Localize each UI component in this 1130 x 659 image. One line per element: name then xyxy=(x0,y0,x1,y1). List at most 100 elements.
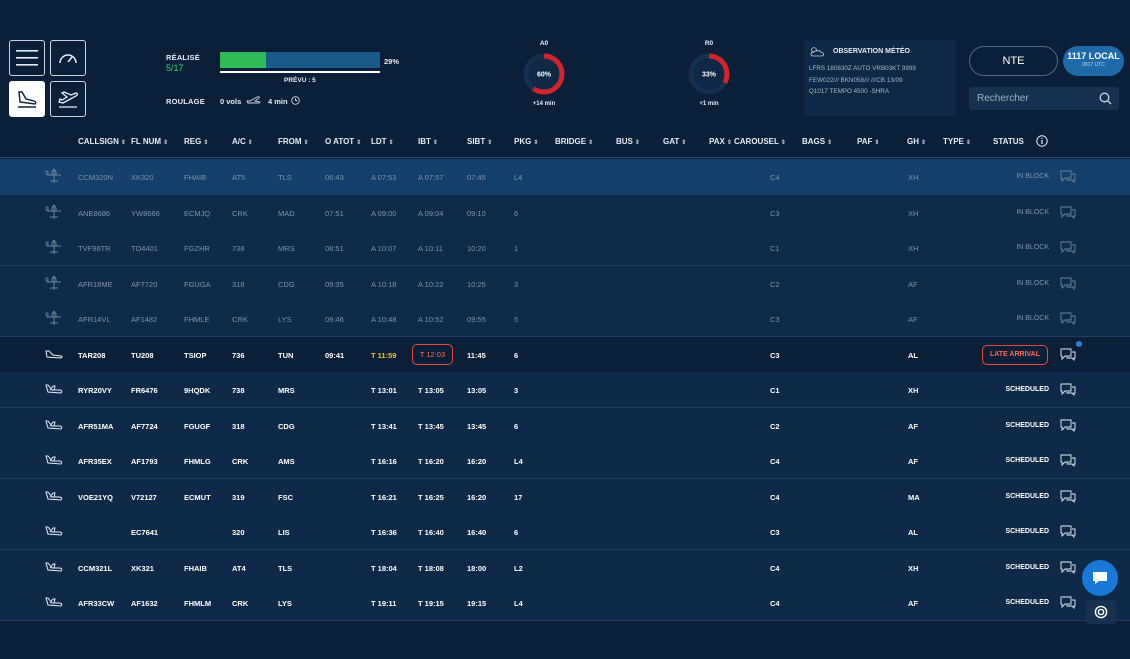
col-header-status[interactable]: STATUS xyxy=(993,137,1024,146)
plane-inbound-icon xyxy=(45,491,63,501)
cell-sibt: 07:45 xyxy=(467,173,486,182)
col-header-sibt[interactable]: SIBT ⇕ xyxy=(467,137,493,146)
plane-landing-icon xyxy=(18,91,37,108)
cell-ac: CRK xyxy=(232,457,249,466)
cell-ldt: A 09:00 xyxy=(371,208,397,218)
cell-carousel: C4 xyxy=(770,492,780,502)
comment-icon[interactable] xyxy=(1060,312,1076,325)
progress-baseline xyxy=(220,71,380,73)
help-button[interactable] xyxy=(1086,600,1116,624)
col-header-paf[interactable]: PAF ⇕ xyxy=(857,137,880,146)
table-row[interactable]: AFR14VL AF1482 FHMLE CRK LYS 09:46 A 10:48 A 10… xyxy=(0,301,1130,337)
col-header-carousel[interactable]: CAROUSEL ⇕ xyxy=(734,137,786,146)
col-header-bridge[interactable]: BRIDGE ⇕ xyxy=(555,137,594,146)
cell-gh: AF xyxy=(908,599,918,608)
col-header-ldt[interactable]: LDT ⇕ xyxy=(371,137,394,146)
search-input[interactable] xyxy=(977,93,1089,104)
cell-carousel: C3 xyxy=(770,350,780,360)
cell-ibt: A 09:04 xyxy=(418,208,444,218)
table-row[interactable]: EC7641 320 LIS T 16:36 T 16:40 16:40 6 C3 AL SCHE… xyxy=(0,514,1130,550)
notification-dot xyxy=(1076,340,1082,347)
table-row[interactable]: RYR20VY FR6476 9HQDK 738 MRS T 13:01 T 13:05 13… xyxy=(0,372,1130,408)
cell-ac: 319 xyxy=(232,492,245,502)
cell-ldt: T 13:41 xyxy=(371,421,397,431)
cell-gh: AF xyxy=(908,457,918,466)
comment-icon[interactable] xyxy=(1060,348,1076,361)
cell-ac: AT4 xyxy=(232,563,246,573)
cell-reg: ECMUT xyxy=(184,492,211,502)
comment-icon[interactable] xyxy=(1060,170,1076,183)
col-header-oatot[interactable]: O ATOT ⇕ xyxy=(325,137,362,146)
col-header-pkg[interactable]: PKG ⇕ xyxy=(514,137,539,146)
col-header-flnum[interactable]: FL NUM ⇕ xyxy=(131,137,169,146)
table-row[interactable]: AFR18ME AF7720 FGUGA 318 CDG 09:35 A 10:18 A 10… xyxy=(0,265,1130,302)
plane-parked-icon xyxy=(45,310,61,325)
col-header-reg[interactable]: REG ⇕ xyxy=(184,137,209,146)
comment-icon[interactable] xyxy=(1060,454,1076,467)
arrivals-button[interactable] xyxy=(9,81,45,117)
search-icon[interactable] xyxy=(1099,92,1112,105)
col-header-callsign[interactable]: CALLSIGN ⇕ xyxy=(78,137,126,146)
plane-inbound-icon xyxy=(45,384,63,394)
table-row[interactable]: AFR51MA AF7724 FGUGF 318 CDG T 13:41 T 13:45 13… xyxy=(0,407,1130,444)
cell-gh: AL xyxy=(908,528,918,537)
cell-flnum: XK321 xyxy=(131,563,154,573)
cell-ac: CRK xyxy=(232,315,248,324)
status-text: IN BLOCK xyxy=(1016,173,1049,180)
table-row[interactable]: AFR33CW AF1632 FHMLM CRK LYS T 19:11 T 19:15 19… xyxy=(0,585,1130,621)
col-header-bus[interactable]: BUS ⇕ xyxy=(616,137,640,146)
prevu-label: PRÉVU : 5 xyxy=(284,77,316,84)
plane-parked-icon xyxy=(45,275,61,290)
col-header-gat[interactable]: GAT ⇕ xyxy=(663,137,687,146)
table-row[interactable]: CCM320N XK320 FHAIB AT5 TLS 06:43 A 07:53 A 07:… xyxy=(0,159,1130,195)
airport-selector-button[interactable]: NTE xyxy=(969,46,1058,76)
cell-carousel: C3 xyxy=(770,208,780,218)
time-toggle-button[interactable]: 1117 LOCAL 0917 UTC xyxy=(1063,46,1124,76)
col-header-pax[interactable]: PAX ⇕ xyxy=(709,137,732,146)
comment-icon[interactable] xyxy=(1060,419,1076,432)
plane-inbound-icon xyxy=(45,455,63,465)
gauge-r0-ring: 33% xyxy=(688,53,730,95)
comment-icon[interactable] xyxy=(1060,241,1076,254)
meteo-panel: OBSERVATION MÉTÉO LFRS 180830Z AUTO VRB0… xyxy=(804,40,956,116)
cell-reg: FGZHR xyxy=(184,244,210,253)
table-row[interactable]: VOE21YQ V72127 ECMUT 319 FSC T 16:21 T 16:25 16… xyxy=(0,478,1130,515)
cell-reg: FHAIB xyxy=(184,563,207,573)
comment-icon[interactable] xyxy=(1060,596,1076,609)
col-header-bags[interactable]: BAGS ⇕ xyxy=(802,137,833,146)
table-row[interactable]: AFR35EX AF1793 FHMLG CRK AMS T 16:16 T 16:20 16… xyxy=(0,443,1130,479)
departures-button[interactable] xyxy=(50,81,86,117)
cell-ldt: T 16:16 xyxy=(371,457,397,466)
cell-carousel: C3 xyxy=(770,315,780,324)
table-row[interactable]: TAR208 TU208 TSIOP 736 TUN 09:41 T 11:59 T 12:0… xyxy=(0,336,1130,373)
comment-icon[interactable] xyxy=(1060,383,1076,396)
comment-icon[interactable] xyxy=(1060,525,1076,538)
cell-ldt: T 16:36 xyxy=(371,528,397,537)
comment-icon[interactable] xyxy=(1060,206,1076,219)
cell-from: CDG xyxy=(278,421,295,431)
table-row[interactable]: ANE8686 YW8686 ECMJQ CRK MAD 07:51 A 09:00 A 09… xyxy=(0,194,1130,231)
cell-pkg: 6 xyxy=(514,208,519,218)
menu-button[interactable] xyxy=(9,40,45,76)
chat-support-button[interactable] xyxy=(1082,560,1118,596)
col-header-ibt[interactable]: IBT ⇕ xyxy=(418,137,438,146)
info-icon[interactable] xyxy=(1036,135,1048,147)
cell-from: TUN xyxy=(278,350,294,360)
comment-icon[interactable] xyxy=(1060,490,1076,503)
cell-reg: FHMLE xyxy=(184,315,210,324)
status-text: IN BLOCK xyxy=(1016,315,1049,322)
plane-taxi-icon xyxy=(246,96,261,104)
col-header-type[interactable]: TYPE ⇕ xyxy=(943,137,971,146)
dashboard-button[interactable] xyxy=(50,40,86,76)
col-header-ac[interactable]: A/C ⇕ xyxy=(232,137,253,146)
gauge-a0-ring: 60% xyxy=(523,53,565,95)
status-text: SCHEDULED xyxy=(1005,386,1049,393)
table-row[interactable]: TVF96TR TO4401 FGZHR 738 MRS 08:51 A 10:07 A 10… xyxy=(0,230,1130,266)
comment-icon[interactable] xyxy=(1060,561,1076,574)
cell-ibt: A 10:11 xyxy=(418,244,443,253)
comment-icon[interactable] xyxy=(1060,277,1076,290)
table-row[interactable]: CCM321L XK321 FHAIB AT4 TLS T 18:04 T 18:08 18:… xyxy=(0,549,1130,586)
col-header-gh[interactable]: GH ⇕ xyxy=(907,137,927,146)
cell-pkg: 3 xyxy=(514,386,519,395)
col-header-from[interactable]: FROM ⇕ xyxy=(278,137,309,146)
